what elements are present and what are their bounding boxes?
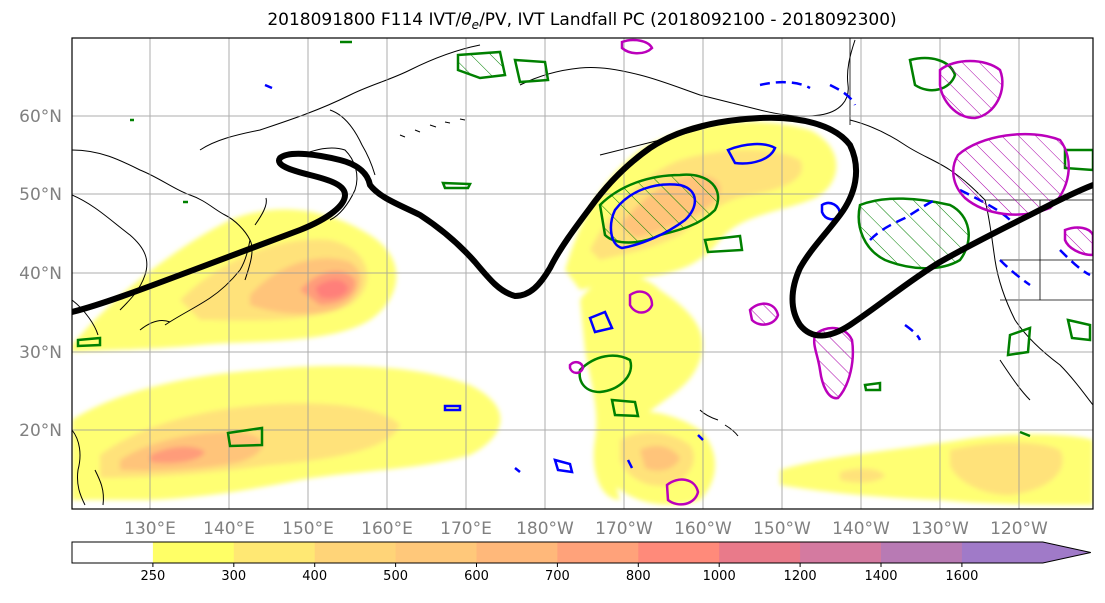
colorbar-tick-label: 700 [545,569,570,584]
colorbar-segment [314,542,397,563]
pv-positive-contours [568,38,1093,506]
figure-title: 2018091800 F114 IVT/θe/PV, IVT Landfall … [267,10,896,32]
map-frame [71,37,1094,510]
colorbar-extend-arrow [1042,542,1091,563]
lon-label: 170°W [595,519,653,539]
colorbar-segment [557,542,639,563]
colorbar-segment [961,542,1044,563]
colorbar-tick-label: 1200 [784,569,817,584]
lon-label: 140°W [832,519,890,539]
borders [849,38,1093,301]
lat-label: 60°N [19,107,62,127]
lon-label: 150°W [753,519,811,539]
colorbar-segment [638,542,720,563]
lon-label: 130°E [124,519,176,539]
theta-e-contours [76,40,1093,448]
lat-label: 30°N [19,343,62,363]
colorbar-tick-label: 250 [140,569,165,584]
coastlines [72,39,1093,506]
colorbar-tick-label: 1400 [864,569,897,584]
colorbar-outline [71,541,1091,564]
lon-label: 180°W [516,519,574,539]
colorbar-segment [476,542,558,563]
colorbar-tick-label: 300 [221,569,246,584]
colorbar-segment [233,542,316,563]
lat-label: 40°N [19,264,62,284]
colorbar-labels: 250 300 400 500 600 700 800 1000 1200 1400 1600 [140,563,978,584]
colorbar-segment [800,542,882,563]
colorbar-segment [72,542,154,563]
colorbar-segment [152,542,235,563]
lat-label: 20°N [19,421,62,441]
lon-label: 140°E [203,519,255,539]
colorbar-segment [395,542,477,563]
colorbar-tick-label: 1600 [945,569,978,584]
colorbar-tick-label: 400 [302,569,327,584]
colorbar-tick-label: 600 [464,569,489,584]
colorbar [71,541,1091,564]
latitude-labels: 60°N 50°N 40°N 30°N 20°N [19,107,62,441]
longitude-labels: 130°E 140°E 150°E 160°E 170°E 180°W 170°… [124,519,1048,539]
map-panel [72,38,1093,509]
colorbar-segment [881,542,963,563]
lon-label: 130°W [911,519,969,539]
lon-label: 150°E [282,519,334,539]
lon-label: 160°E [361,519,413,539]
lat-label: 50°N [19,185,62,205]
lon-label: 120°W [990,519,1048,539]
colorbar-segment [719,542,801,563]
lon-label: 170°E [440,519,492,539]
colorbar-tick-label: 500 [383,569,408,584]
lon-label: 160°W [674,519,732,539]
landfall-pc-contour [72,114,1093,339]
colorbar-tick-label: 800 [626,569,651,584]
colorbar-tick-label: 1000 [703,569,736,584]
